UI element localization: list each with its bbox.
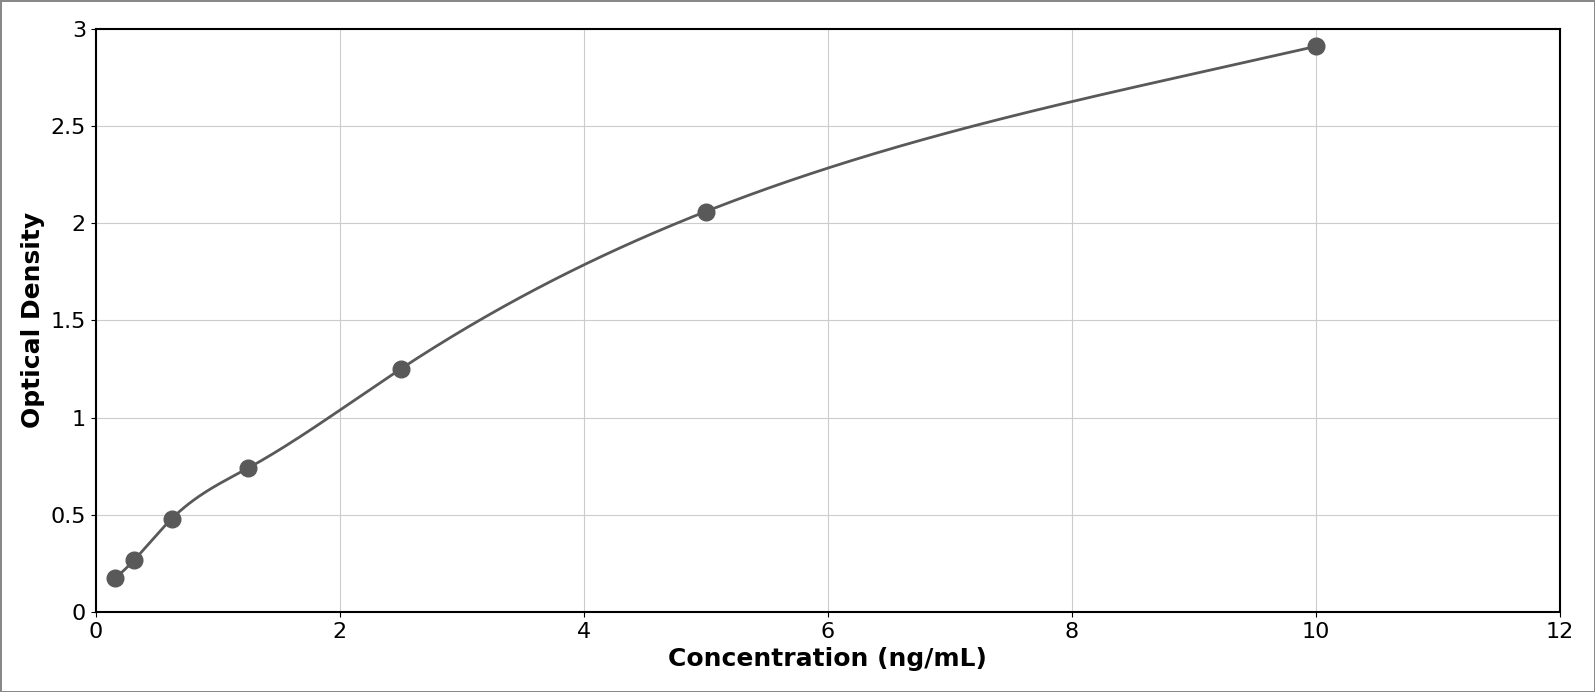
- Point: [388, 363, 413, 374]
- Point: [102, 573, 128, 584]
- X-axis label: Concentration (ng/mL): Concentration (ng/mL): [668, 647, 987, 671]
- Point: [1303, 41, 1329, 52]
- Point: [236, 462, 262, 473]
- Point: [160, 513, 185, 524]
- Y-axis label: Optical Density: Optical Density: [21, 212, 45, 428]
- Point: [694, 206, 719, 217]
- Point: [121, 555, 147, 566]
